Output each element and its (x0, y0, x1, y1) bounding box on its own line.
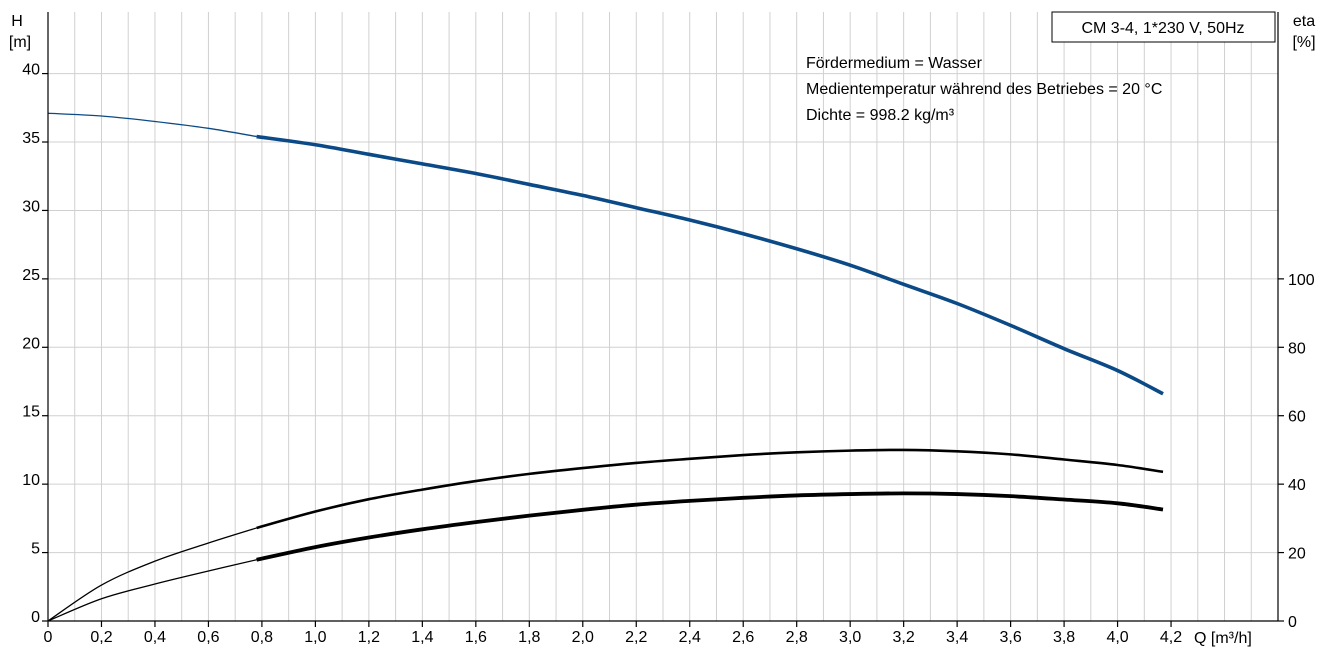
x-tick-label: 2,4 (679, 629, 701, 646)
right-tick-label: 60 (1288, 409, 1306, 426)
left-axis-label: H [m] (9, 13, 31, 51)
x-tick-label: 1,4 (411, 629, 433, 646)
left-tick-label: 30 (22, 198, 40, 215)
left-tick-label: 5 (31, 541, 40, 558)
title-frame (1051, 11, 1276, 43)
x-tick-label: 2,0 (572, 629, 594, 646)
right-axis-label-symbol: eta (1293, 13, 1315, 30)
x-tick-label: 3,8 (1053, 629, 1075, 646)
curve-1 (256, 448, 1164, 530)
grid (48, 12, 1279, 621)
x-tick-label: 1,6 (465, 629, 487, 646)
x-tick-label: 0 (44, 629, 53, 646)
left-tick-label: 10 (22, 472, 40, 489)
x-tick-label: 4,2 (1160, 629, 1182, 646)
series-layer (47, 112, 1164, 622)
x-tick-label: 1,8 (518, 629, 540, 646)
left-tick-label: 0 (31, 609, 40, 626)
chart-title: CM 3-4, 1*230 V, 50Hz (1081, 20, 1244, 37)
x-axis-label: Q [m³/h] (1194, 630, 1252, 647)
x-tick-label: 1,0 (304, 629, 326, 646)
note-density: Dichte = 998.2 kg/m³ (806, 107, 955, 124)
x-tick-label: 0,4 (144, 629, 166, 646)
right-tick-label: 80 (1288, 340, 1306, 357)
right-axis-label: eta [%] (1292, 13, 1315, 51)
title-box: CM 3-4, 1*230 V, 50Hz (1051, 11, 1276, 43)
x-tick-label: 2,6 (732, 629, 754, 646)
left-tick-label: 40 (22, 62, 40, 79)
note-temperature: Medientemperatur während des Betriebes =… (806, 81, 1162, 98)
x-tick-label: 3,0 (839, 629, 861, 646)
right-tick-label: 100 (1288, 272, 1315, 289)
x-tick-label: 0,6 (197, 629, 219, 646)
note-medium: Fördermedium = Wasser (806, 55, 983, 72)
curve-0-extrapolated (47, 112, 257, 138)
axes: 0 0,2 0,4 0,6 0,8 1,0 1,2 1,4 1,6 1,8 2,0 2,2 2,4 2,6… (22, 12, 1315, 646)
curve-2 (256, 491, 1164, 562)
x-tick-label: 2,8 (786, 629, 808, 646)
curve-0 (256, 134, 1164, 396)
x-tick-label: 4,0 (1106, 629, 1128, 646)
left-tick-label: 35 (22, 130, 40, 147)
left-axis-label-unit: [m] (9, 34, 31, 51)
x-tick-label: 1,2 (358, 629, 380, 646)
right-tick-label: 40 (1288, 477, 1306, 494)
left-tick-label: 15 (22, 404, 40, 421)
right-tick-label: 0 (1288, 614, 1297, 631)
x-tick-label: 3,4 (946, 629, 968, 646)
left-tick-label: 25 (22, 267, 40, 284)
left-axis-label-symbol: H (11, 13, 23, 30)
x-tick-label: 3,2 (893, 629, 915, 646)
x-tick-label: 2,2 (625, 629, 647, 646)
notes: Fördermedium = Wasser Medientemperatur w… (806, 55, 1162, 124)
x-tick-label: 0,8 (251, 629, 273, 646)
x-tick-label: 0,2 (90, 629, 112, 646)
x-tick-label: 3,6 (999, 629, 1021, 646)
right-tick-label: 20 (1288, 546, 1306, 563)
curve-1-extrapolated (47, 527, 257, 622)
curve-2-extrapolated (47, 559, 257, 622)
right-axis-label-unit: [%] (1292, 34, 1315, 51)
left-tick-label: 20 (22, 335, 40, 352)
